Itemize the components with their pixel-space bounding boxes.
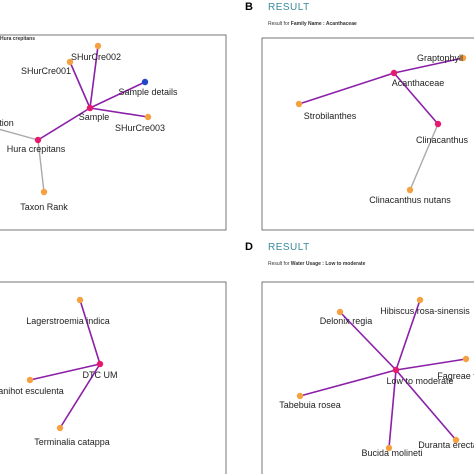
node-label: SHurCre003 bbox=[115, 123, 165, 133]
edge bbox=[89, 45, 99, 109]
edge bbox=[393, 72, 439, 125]
edge bbox=[395, 358, 467, 371]
node bbox=[459, 54, 467, 62]
node bbox=[56, 424, 64, 432]
node bbox=[434, 120, 442, 128]
node-label: Clinacanthus bbox=[416, 135, 469, 145]
node-label: Sample bbox=[79, 112, 110, 122]
node-label: Acanthaceae bbox=[392, 78, 445, 88]
node-label: Delonix regia bbox=[320, 316, 373, 326]
node bbox=[416, 296, 424, 304]
panel-frame bbox=[0, 281, 227, 474]
edge bbox=[395, 369, 457, 441]
node bbox=[452, 436, 460, 444]
node-label: lanihot esculenta bbox=[0, 386, 64, 396]
result-heading: RESULT bbox=[268, 2, 310, 13]
node-label: Taxon Rank bbox=[20, 202, 68, 212]
node bbox=[96, 360, 104, 368]
node-label: Bucida molineti bbox=[361, 448, 422, 458]
node bbox=[66, 58, 74, 66]
edge bbox=[409, 123, 439, 191]
panel-frame bbox=[0, 34, 227, 231]
node-label: Hibiscus rosa-sinensis bbox=[380, 306, 470, 316]
edge bbox=[79, 299, 101, 365]
node bbox=[336, 308, 344, 316]
node bbox=[390, 69, 398, 77]
node-label: Lagerstroemia indica bbox=[26, 316, 110, 326]
node bbox=[26, 376, 34, 384]
node bbox=[86, 104, 94, 112]
node bbox=[144, 113, 152, 121]
edge bbox=[298, 72, 395, 105]
edge bbox=[299, 369, 397, 397]
edge bbox=[89, 107, 149, 118]
node-label: Sample details bbox=[118, 87, 178, 97]
node-label: Hura crepitans bbox=[7, 144, 66, 154]
node bbox=[40, 188, 48, 196]
edge bbox=[0, 128, 39, 141]
node-label: Clinacanthus nutans bbox=[369, 195, 451, 205]
subtitle: Result for Family Name : Acanthaceae bbox=[268, 21, 357, 27]
edge bbox=[69, 61, 91, 109]
node bbox=[141, 78, 149, 86]
node bbox=[94, 42, 102, 50]
edge bbox=[37, 139, 45, 193]
edge bbox=[29, 363, 101, 381]
edge bbox=[393, 57, 464, 74]
edge bbox=[388, 369, 397, 449]
panel-frame bbox=[261, 37, 474, 231]
node-label: Strobilanthes bbox=[304, 111, 357, 121]
node-label: Tabebuia rosea bbox=[279, 400, 341, 410]
subtitle: Result for Water Usage : Low to moderate bbox=[268, 261, 366, 267]
panel-letter: D bbox=[245, 241, 253, 253]
node bbox=[296, 392, 304, 400]
subtitle-key: Water Usage : Low to moderate bbox=[291, 261, 366, 267]
edge bbox=[59, 363, 101, 429]
node-label: Fagreae fr bbox=[437, 371, 474, 381]
node bbox=[76, 296, 84, 304]
node bbox=[406, 186, 414, 194]
node-label: Duranta erecta bbox=[418, 440, 474, 450]
node-label: ation bbox=[0, 118, 14, 128]
edge bbox=[89, 81, 146, 109]
edge bbox=[339, 311, 397, 371]
panel-frame bbox=[261, 281, 474, 474]
subtitle: Hura crepitans bbox=[0, 36, 35, 42]
node bbox=[34, 136, 42, 144]
result-heading: RESULT bbox=[268, 242, 310, 253]
node bbox=[462, 355, 470, 363]
subtitle-key: Family Name : Acanthaceae bbox=[291, 21, 357, 27]
node bbox=[295, 100, 303, 108]
node bbox=[392, 366, 400, 374]
node-label: Terminalia catappa bbox=[34, 437, 110, 447]
edge bbox=[37, 107, 91, 141]
node-label: SHurCre002 bbox=[71, 52, 121, 62]
subtitle-prefix: Result for bbox=[268, 261, 290, 267]
node-label: SHurCre001 bbox=[21, 66, 71, 76]
node-label: Low to moderate bbox=[386, 376, 453, 386]
node-label: Graptophyll bbox=[417, 53, 463, 63]
subtitle-prefix: Result for bbox=[268, 21, 290, 27]
edge bbox=[395, 299, 421, 371]
node bbox=[385, 444, 393, 452]
panel-letter: B bbox=[245, 1, 253, 13]
node-label: DTC UM bbox=[83, 370, 118, 380]
